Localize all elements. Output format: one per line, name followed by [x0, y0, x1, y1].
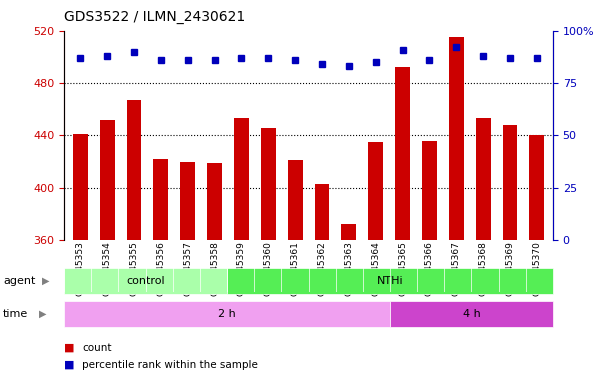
Text: 2 h: 2 h	[218, 309, 236, 319]
Bar	[64, 268, 227, 294]
Text: time: time	[3, 309, 28, 319]
Bar	[227, 268, 553, 294]
Text: ■: ■	[64, 360, 75, 370]
Bar	[261, 127, 276, 240]
Text: NTHi: NTHi	[377, 276, 403, 286]
Bar	[207, 163, 222, 240]
Bar	[234, 118, 249, 240]
Bar	[126, 100, 141, 240]
Bar	[64, 301, 390, 327]
Text: ■: ■	[64, 343, 75, 353]
Bar	[530, 135, 544, 240]
Bar	[449, 37, 464, 240]
Bar	[73, 134, 87, 240]
Bar	[395, 67, 410, 240]
Bar	[153, 159, 168, 240]
Bar	[342, 224, 356, 240]
Text: agent: agent	[3, 276, 35, 286]
Text: GDS3522 / ILMN_2430621: GDS3522 / ILMN_2430621	[64, 10, 246, 23]
Bar	[390, 301, 553, 327]
Bar	[476, 118, 491, 240]
Text: control: control	[126, 276, 165, 286]
Bar	[422, 141, 437, 240]
Text: count: count	[82, 343, 112, 353]
Bar	[288, 160, 302, 240]
Text: 4 h: 4 h	[463, 309, 480, 319]
Bar	[100, 120, 114, 240]
Bar	[315, 184, 329, 240]
Text: ▶: ▶	[42, 276, 49, 286]
Bar	[503, 125, 518, 240]
Text: percentile rank within the sample: percentile rank within the sample	[82, 360, 258, 370]
Bar	[180, 162, 195, 240]
Bar	[368, 142, 383, 240]
Text: ▶: ▶	[38, 309, 46, 319]
